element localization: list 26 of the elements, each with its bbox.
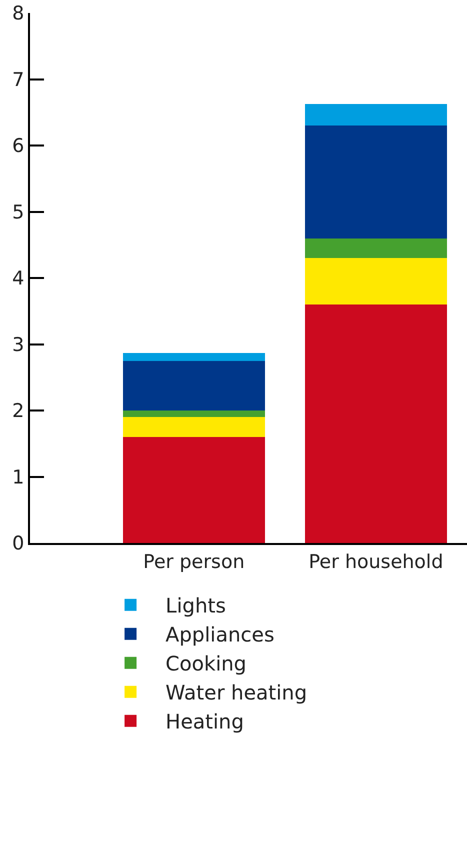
y-tick-label: 3 [12, 334, 24, 356]
bar [304, 238, 447, 258]
legend-label: Lights [166, 594, 226, 618]
bar [304, 304, 447, 543]
y-tick-label: 5 [12, 201, 24, 224]
x-tick-label: Per person [143, 550, 245, 573]
x-tick-label: Per household [308, 550, 444, 573]
y-tick-label: 7 [12, 68, 24, 91]
bar [122, 352, 265, 361]
y-tick-label: 2 [12, 400, 24, 422]
y-tick-label: 1 [12, 466, 24, 488]
y-tick-label: 6 [12, 135, 24, 158]
bar [304, 258, 447, 304]
legend-label: Water heating [166, 680, 308, 705]
bar [304, 104, 447, 126]
bar [122, 417, 265, 437]
bar [304, 126, 447, 238]
bar [122, 437, 265, 543]
legend-label: Cooking [166, 652, 247, 676]
legend-label: Appliances [166, 622, 274, 647]
y-tick-label: 4 [12, 268, 24, 290]
y-tick-label: 0 [12, 532, 24, 555]
bar [122, 410, 265, 418]
legend-label: Heating [166, 710, 244, 734]
bar [122, 360, 265, 410]
y-tick-label: 8 [12, 2, 24, 25]
